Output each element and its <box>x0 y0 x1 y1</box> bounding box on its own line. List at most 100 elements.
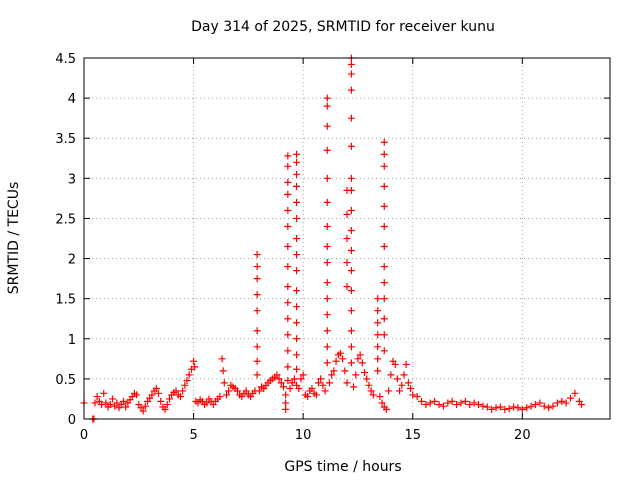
data-point <box>106 401 114 409</box>
axis-ticks: 0 0.5 1 1.5 2 2.5 3 3.5 4 4.5 0 5 10 15 20 <box>55 52 610 443</box>
data-point <box>141 402 149 410</box>
data-point <box>330 367 338 375</box>
data-point <box>562 399 570 407</box>
data-point <box>527 402 535 410</box>
data-point <box>361 368 369 376</box>
data-point <box>380 295 388 303</box>
data-point <box>358 359 366 367</box>
data-point <box>284 299 292 307</box>
data-point <box>163 401 171 409</box>
data-point <box>435 401 443 409</box>
data-point <box>505 405 513 413</box>
data-point <box>293 214 301 222</box>
data-point <box>122 403 130 411</box>
data-point <box>343 210 351 218</box>
data-point <box>319 381 327 389</box>
y-tick-label: 1 <box>68 333 76 348</box>
data-point <box>347 327 355 335</box>
data-point <box>380 202 388 210</box>
data-point <box>518 405 526 413</box>
data-point <box>531 401 539 409</box>
data-point <box>220 379 228 387</box>
data-point <box>347 307 355 315</box>
data-point <box>293 235 301 242</box>
data-point <box>343 186 351 194</box>
data-point <box>374 355 382 363</box>
chart-title: Day 314 of 2025, SRMTID for receiver kun… <box>191 19 495 35</box>
data-point <box>343 235 351 242</box>
data-point <box>183 376 191 384</box>
data-point <box>407 385 415 393</box>
data-point <box>286 385 294 393</box>
data-point <box>396 387 404 395</box>
data-point <box>376 393 384 401</box>
data-point <box>347 267 355 275</box>
data-point <box>380 150 388 158</box>
data-point <box>113 399 121 407</box>
data-point <box>279 383 287 391</box>
data-point <box>347 86 355 94</box>
data-point <box>380 279 388 287</box>
data-points <box>80 54 586 423</box>
data-point <box>374 343 382 351</box>
data-point <box>339 355 347 363</box>
y-tick-label: 0.5 <box>55 373 76 388</box>
data-point <box>453 401 461 409</box>
data-point <box>347 114 355 122</box>
data-point <box>380 162 388 170</box>
data-point <box>380 222 388 230</box>
data-point <box>119 397 127 405</box>
data-point <box>483 403 491 411</box>
data-point <box>413 393 421 401</box>
data-point <box>288 379 296 387</box>
data-point <box>293 150 301 158</box>
data-point <box>470 399 478 407</box>
data-point <box>282 391 290 399</box>
data-point <box>284 206 292 214</box>
data-point <box>323 343 331 351</box>
data-point <box>284 283 292 291</box>
data-point <box>284 222 292 230</box>
data-point <box>225 387 233 395</box>
data-point <box>284 363 292 371</box>
data-point <box>380 315 388 323</box>
data-point <box>380 138 388 146</box>
x-tick-label: 10 <box>295 428 312 443</box>
data-point <box>293 267 301 275</box>
data-point <box>299 371 307 379</box>
data-point <box>293 303 301 311</box>
data-point <box>347 247 355 255</box>
data-point <box>347 142 355 150</box>
data-point <box>185 371 193 379</box>
data-point <box>347 287 355 295</box>
data-point <box>409 391 417 399</box>
data-point <box>323 94 331 102</box>
data-point <box>457 399 465 407</box>
data-point <box>336 349 344 357</box>
data-point <box>323 259 331 267</box>
data-point <box>323 102 331 110</box>
data-point <box>321 387 329 395</box>
data-point <box>253 251 261 259</box>
data-point <box>323 198 331 206</box>
data-point <box>510 403 518 411</box>
data-point <box>284 263 292 271</box>
data-point <box>98 401 106 409</box>
data-point <box>242 387 250 395</box>
data-point <box>466 401 474 409</box>
data-point <box>317 375 325 383</box>
data-point <box>293 319 301 327</box>
data-point <box>253 343 261 351</box>
data-point <box>293 251 301 259</box>
data-point <box>172 387 180 395</box>
data-point <box>523 404 531 412</box>
data-point <box>323 122 331 130</box>
data-point <box>341 367 349 375</box>
data-point <box>347 174 355 182</box>
data-point <box>374 367 382 375</box>
data-point <box>492 404 500 412</box>
data-point <box>347 60 355 68</box>
data-point <box>439 402 447 410</box>
data-point <box>549 402 557 410</box>
